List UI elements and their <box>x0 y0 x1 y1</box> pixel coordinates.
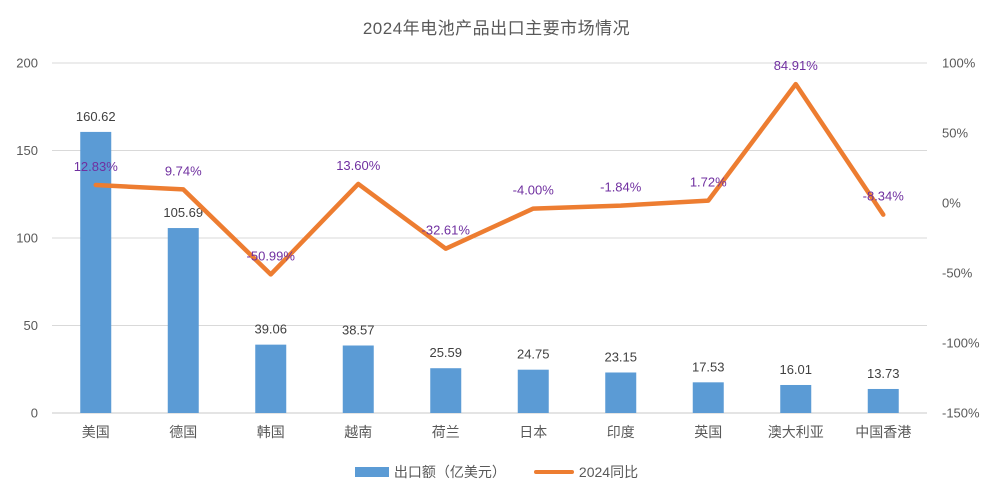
category-label-1: 德国 <box>169 424 197 440</box>
left-axis-tick-150: 150 <box>16 143 38 158</box>
category-label-5: 日本 <box>519 424 547 440</box>
bar-series-swatch <box>354 467 389 477</box>
bar-value-label-7: 17.53 <box>692 359 725 374</box>
bar-6 <box>605 372 637 413</box>
bar-0 <box>80 131 112 414</box>
bar-2 <box>255 344 287 413</box>
bar-value-label-0: 160.62 <box>76 109 116 124</box>
bar-value-label-1: 105.69 <box>163 205 203 220</box>
left-axis-tick-50: 50 <box>24 318 38 333</box>
bar-3 <box>342 345 374 413</box>
line-value-label-6: -1.84% <box>600 180 642 195</box>
yoy-trend-line <box>93 81 886 277</box>
legend-item-export-amount: 出口额（亿美元） <box>354 462 506 482</box>
line-value-label-3: 13.60% <box>336 158 381 173</box>
left-axis-tick-200: 200 <box>16 56 38 71</box>
legend-label-export-amount: 出口额（亿美元） <box>393 464 506 480</box>
bar-4 <box>430 368 462 413</box>
category-label-6: 印度 <box>607 424 635 440</box>
bar-value-label-6: 23.15 <box>604 349 637 364</box>
category-label-4: 荷兰 <box>432 424 460 440</box>
bar-value-label-5: 24.75 <box>517 347 550 362</box>
left-axis-tick-100: 100 <box>16 231 38 246</box>
right-axis-tick-0: 0% <box>942 196 961 211</box>
category-label-9: 中国香港 <box>855 424 911 440</box>
line-value-label-7: 1.72% <box>690 175 727 190</box>
bar-value-label-8: 16.01 <box>779 362 812 377</box>
chart-title: 2024年电池产品出口主要市场情况 <box>362 19 631 38</box>
right-axis-tick--100: -100% <box>942 336 980 351</box>
legend-item-yoy: 2024同比 <box>533 462 639 482</box>
bar-value-label-4: 25.59 <box>429 345 462 360</box>
bar-8 <box>780 384 812 413</box>
line-value-label-9: -8.34% <box>863 189 905 204</box>
bar-1 <box>167 228 199 413</box>
category-label-0: 美国 <box>82 424 110 440</box>
left-axis-tick-0: 0 <box>31 406 38 421</box>
right-axis-tick-50: 50% <box>942 126 968 141</box>
right-axis-tick-100: 100% <box>942 56 976 71</box>
line-value-label-4: -32.61% <box>422 223 471 238</box>
right-axis-tick--50: -50% <box>942 266 973 281</box>
legend-label-yoy: 2024同比 <box>578 464 639 480</box>
bar-value-label-2: 39.06 <box>254 322 287 337</box>
line-value-label-5: -4.00% <box>513 183 555 198</box>
category-label-3: 越南 <box>344 424 372 440</box>
bar-value-label-3: 38.57 <box>342 323 375 338</box>
category-label-8: 澳大利亚 <box>768 424 824 440</box>
line-value-label-2: -50.99% <box>247 248 296 263</box>
line-value-label-1: 9.74% <box>165 163 202 178</box>
line-value-label-0: 12.83% <box>74 159 119 174</box>
bar-7 <box>692 382 724 413</box>
chart-legend: 出口额（亿美元） 2024同比 <box>0 461 993 483</box>
category-label-7: 英国 <box>694 424 722 440</box>
right-axis-tick--150: -150% <box>942 406 980 421</box>
category-label-2: 韩国 <box>257 424 285 440</box>
line-value-label-8: 84.91% <box>774 58 819 73</box>
line-series-swatch <box>533 470 574 474</box>
bar-5 <box>517 369 549 413</box>
bar-value-label-9: 13.73 <box>867 366 900 381</box>
bar-9 <box>867 388 899 413</box>
